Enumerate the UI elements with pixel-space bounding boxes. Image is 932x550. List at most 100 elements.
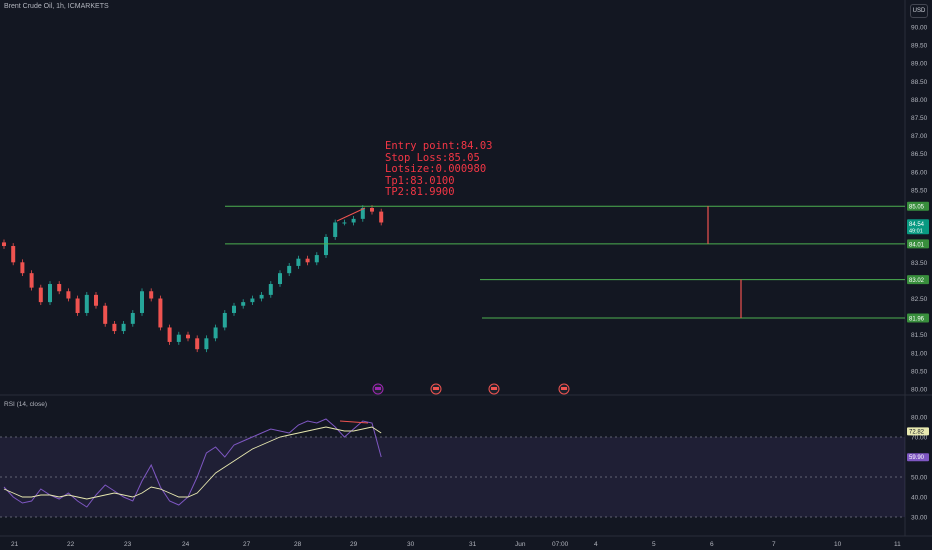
time-tick-label: 24 bbox=[182, 541, 190, 548]
time-tick-label: 30 bbox=[407, 541, 415, 548]
candle-body bbox=[241, 302, 246, 306]
rsi-indicator-label[interactable]: RSI (14, close) bbox=[4, 401, 47, 408]
time-tick-label: 31 bbox=[469, 541, 477, 548]
candle-body bbox=[213, 327, 218, 339]
candle-body bbox=[2, 242, 6, 247]
price-tick-label: 86.50 bbox=[911, 151, 928, 158]
candle-body bbox=[186, 334, 190, 339]
time-tick-label: Jun bbox=[515, 541, 526, 548]
candle-body bbox=[259, 294, 264, 299]
candle-body bbox=[20, 262, 25, 274]
candle-body bbox=[195, 338, 200, 350]
rsi-divergence-line bbox=[339, 420, 369, 424]
candle-body bbox=[305, 258, 310, 263]
flag-icon bbox=[375, 387, 381, 390]
tp1-text: Tp1:83.0100 bbox=[385, 174, 455, 187]
candle-body bbox=[121, 323, 126, 332]
candle-body bbox=[48, 284, 52, 303]
price-tick-label: 88.00 bbox=[911, 97, 928, 104]
current-price-label: 84.54 bbox=[909, 222, 925, 228]
time-tick-label: 4 bbox=[594, 541, 598, 548]
candle-body bbox=[333, 222, 338, 237]
price-level-label: 85.05 bbox=[909, 205, 925, 211]
candle-body bbox=[140, 291, 144, 313]
price-tick-label: 80.00 bbox=[911, 387, 928, 394]
candle-body bbox=[296, 258, 301, 266]
price-tick-label: 89.00 bbox=[911, 61, 928, 68]
rsi-ma-badge bbox=[907, 427, 929, 436]
price-tick-label: 81.50 bbox=[911, 332, 928, 339]
time-tick-label: 5 bbox=[652, 541, 656, 548]
candle-body bbox=[370, 208, 374, 212]
price-tick-label: 87.50 bbox=[911, 115, 928, 122]
candle-body bbox=[250, 298, 255, 303]
time-tick-label: 11 bbox=[894, 541, 901, 548]
rsi-ma-line bbox=[3, 426, 382, 500]
candle-body bbox=[287, 265, 292, 274]
price-level-label: 81.96 bbox=[909, 317, 925, 323]
currency-button[interactable]: USD bbox=[910, 4, 928, 18]
price-level-badge bbox=[907, 239, 929, 249]
time-tick-label: 6 bbox=[710, 541, 714, 548]
candle-body bbox=[11, 246, 16, 263]
price-tick-label: 83.50 bbox=[911, 260, 928, 267]
candle-body bbox=[268, 284, 273, 295]
candle-body bbox=[130, 312, 135, 324]
price-tick-label: 90.00 bbox=[911, 25, 928, 32]
time-tick-label: 21 bbox=[11, 541, 19, 548]
rsi-line bbox=[3, 418, 382, 508]
rsi-value-badge-label: 59.90 bbox=[909, 455, 925, 461]
candle-body bbox=[324, 236, 328, 256]
candle-body bbox=[158, 298, 163, 328]
price-tick-label: 87.00 bbox=[911, 133, 928, 140]
candle-body bbox=[379, 211, 384, 223]
price-level-badge bbox=[907, 275, 929, 285]
candle-body bbox=[84, 294, 89, 313]
price-level-label: 83.02 bbox=[909, 278, 925, 284]
candle-body bbox=[112, 323, 117, 332]
current-price-badge bbox=[907, 219, 929, 235]
time-tick-label: 07:00 bbox=[552, 541, 569, 548]
candle-body bbox=[29, 273, 34, 288]
trend-line bbox=[336, 207, 366, 222]
rsi-tick-label: 50.00 bbox=[911, 475, 928, 482]
candle-body bbox=[278, 273, 282, 285]
candle-body bbox=[167, 327, 172, 342]
flag-icon bbox=[491, 387, 497, 390]
lotsize-text: Lotsize:0.000980 bbox=[385, 163, 487, 175]
rsi-tick-label: 80.00 bbox=[911, 415, 928, 422]
candle-body bbox=[351, 218, 356, 223]
candle-body bbox=[94, 294, 98, 306]
stop-loss-text: Stop Loss:85.05 bbox=[385, 151, 480, 164]
rsi-value-badge bbox=[907, 453, 929, 462]
price-tick-label: 82.50 bbox=[911, 296, 928, 303]
price-tick-label: 81.00 bbox=[911, 350, 928, 357]
tp2-text: TP2:81.9900 bbox=[385, 186, 455, 198]
candle-body bbox=[232, 305, 236, 313]
time-tick-label: 29 bbox=[350, 541, 358, 548]
candle-body bbox=[75, 298, 80, 313]
price-tick-label: 85.50 bbox=[911, 187, 928, 194]
candle-body bbox=[149, 291, 154, 299]
time-tick-label: 23 bbox=[124, 541, 132, 548]
entry-point-text: Entry point:84.03 bbox=[385, 140, 493, 152]
countdown-label: 49:01 bbox=[909, 228, 923, 234]
price-level-badge bbox=[907, 313, 929, 323]
candle-body bbox=[360, 208, 365, 219]
rsi-tick-label: 40.00 bbox=[911, 495, 928, 502]
price-tick-label: 86.00 bbox=[911, 169, 928, 176]
candle-body bbox=[38, 287, 43, 303]
candle-body bbox=[176, 334, 181, 342]
rsi-tick-label: 30.00 bbox=[911, 515, 928, 522]
trade-annotation: Entry point:84.03 Stop Loss:85.05 Lotsiz… bbox=[385, 140, 493, 199]
candle-body bbox=[103, 305, 108, 324]
rsi-ma-badge-label: 72.82 bbox=[909, 429, 925, 435]
flag-icon bbox=[561, 387, 567, 390]
rsi-tick-label: 70.00 bbox=[911, 435, 928, 442]
candle-body bbox=[66, 291, 71, 299]
price-tick-label: 89.50 bbox=[911, 43, 928, 50]
price-tick-label: 80.50 bbox=[911, 368, 928, 375]
price-level-label: 84.01 bbox=[909, 242, 925, 248]
candle-body bbox=[342, 222, 347, 224]
